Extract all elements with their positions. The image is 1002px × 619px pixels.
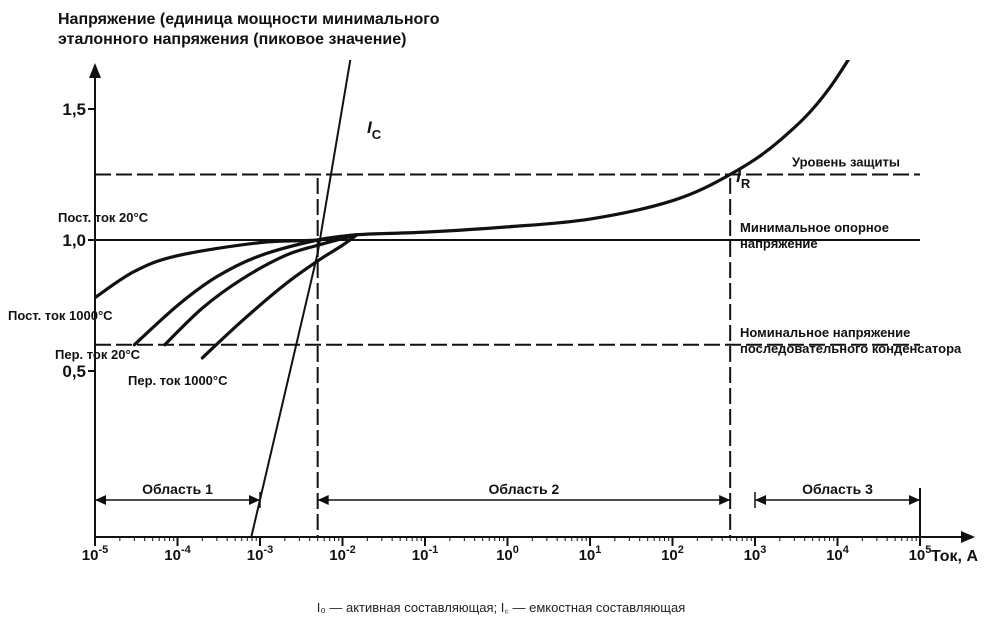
region-arrow-head <box>317 495 329 505</box>
region-label: Область 1 <box>142 481 213 497</box>
x-tick-label: 105 <box>909 544 932 564</box>
x-tick-label: 10-2 <box>329 544 355 564</box>
series-label: Пер. ток 20°C <box>55 347 141 362</box>
x-tick-label: 10-3 <box>247 544 273 564</box>
y-tick-label: 1,5 <box>62 100 86 119</box>
region-label: Область 3 <box>802 481 873 497</box>
x-tick-label: 103 <box>744 544 767 564</box>
region-arrow-head <box>909 495 920 505</box>
min-reference-label: напряжение <box>740 236 818 251</box>
rated-voltage-label: последовательного конденсатора <box>740 341 962 356</box>
x-tick-label: 100 <box>496 544 519 564</box>
ic-label: IC <box>367 118 382 142</box>
x-tick-label: 10-4 <box>164 544 191 564</box>
x-tick-label: 101 <box>579 544 602 564</box>
chart-title-line: эталонного напряжения (пиковое значение) <box>58 31 406 48</box>
x-tick-label: 10-5 <box>82 544 108 564</box>
series-curve <box>95 60 851 300</box>
region-arrow-head <box>249 495 260 505</box>
y-tick-label: 1,0 <box>62 231 86 250</box>
x-tick-label: 102 <box>661 544 684 564</box>
region-label: Область 2 <box>489 481 560 497</box>
capacitive-current-line <box>250 60 352 537</box>
chart-title-line: Напряжение (единица мощности минимальног… <box>58 11 440 28</box>
protection-level-label: Уровень защиты <box>792 155 900 170</box>
min-reference-label: Минимальное опорное <box>740 220 889 235</box>
x-axis-label: Ток, А <box>931 548 978 565</box>
x-tick-label: 10-1 <box>412 544 438 564</box>
series-curve <box>200 233 359 360</box>
x-tick-label: 104 <box>826 544 850 564</box>
region-arrow-head <box>719 495 731 505</box>
ir-label: IR <box>736 167 751 191</box>
chart-caption: I₀ — активная составляющая; I꜀ — емкостн… <box>316 600 686 615</box>
x-axis-arrow <box>961 531 975 543</box>
rated-voltage-label: Номинальное напряжение <box>740 325 910 340</box>
region-arrow-head <box>95 495 106 505</box>
series-curve <box>163 233 359 347</box>
series-curve <box>132 233 359 347</box>
series-label: Пост. ток 20°C <box>58 210 149 225</box>
y-axis-arrow <box>89 63 101 78</box>
series-label: Пер. ток 1000°C <box>128 373 228 388</box>
region-arrow-head <box>755 495 766 505</box>
series-label: Пост. ток 1000°C <box>8 308 113 323</box>
y-tick-label: 0,5 <box>62 362 86 381</box>
